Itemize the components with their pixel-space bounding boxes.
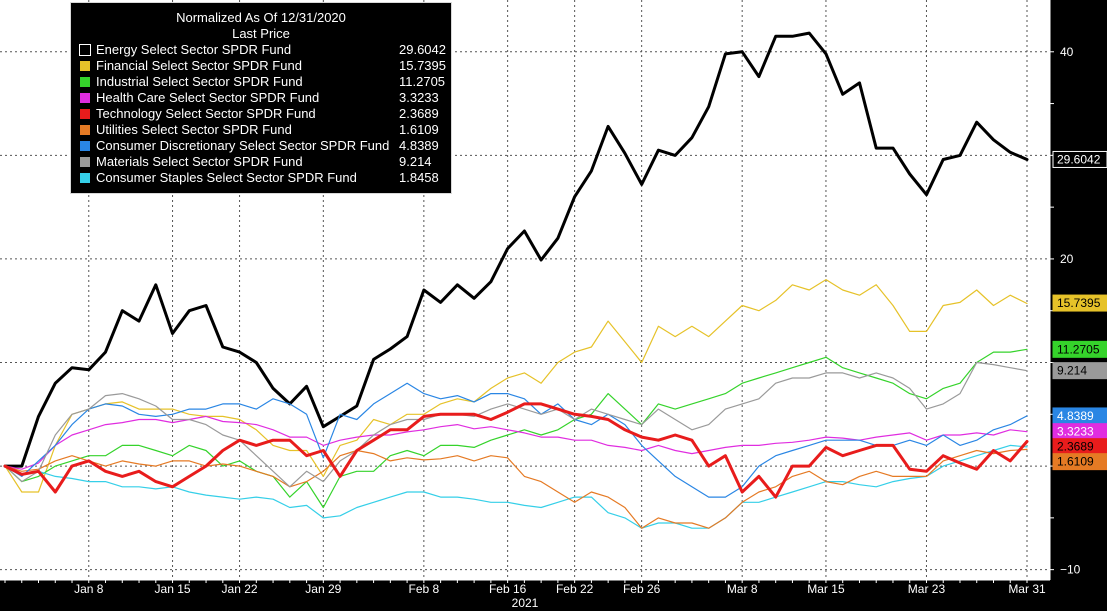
legend-item-value: 4.8389	[399, 138, 439, 153]
x-tick-label: Mar 23	[908, 582, 946, 596]
x-tick-label: Feb 8	[409, 582, 440, 596]
badge-box	[1052, 340, 1107, 358]
x-tick-label: Jan 15	[155, 582, 191, 596]
legend: Normalized As Of 12/31/2020 Last Price E…	[70, 2, 452, 194]
badge-label: 4.8389	[1057, 409, 1094, 423]
badge-label: 3.3233	[1057, 425, 1094, 439]
legend-swatch	[80, 125, 90, 135]
legend-swatch	[80, 109, 90, 119]
end-value-badge: 1.6109	[1052, 453, 1107, 471]
legend-item-value: 3.3233	[399, 90, 439, 105]
series-line	[4, 382, 1028, 498]
badge-box	[1052, 150, 1107, 168]
badge-label: 9.214	[1057, 364, 1087, 378]
legend-subtitle: Last Price	[232, 26, 290, 41]
legend-item-value: 1.6109	[399, 122, 439, 137]
legend-swatch	[80, 93, 90, 103]
x-tick-label: Mar 15	[807, 582, 845, 596]
legend-swatch	[80, 173, 90, 183]
y-tick-label: 40	[1060, 45, 1074, 59]
badge-label: 11.2705	[1057, 342, 1100, 356]
x-tick-label: Mar 8	[727, 582, 758, 596]
series-line	[4, 279, 1028, 493]
end-value-badge: 2.3689	[1052, 438, 1107, 456]
end-value-badge: 15.7395	[1052, 294, 1107, 312]
x-tick-label: Feb 16	[489, 582, 527, 596]
legend-item: Industrial Select Sector SPDR Fund 11.27…	[80, 74, 445, 90]
series-line	[4, 444, 1028, 529]
legend-item-value: 15.7395	[399, 58, 446, 73]
end-value-badge: 4.8389	[1052, 407, 1107, 425]
badge-box	[1052, 294, 1107, 312]
legend-swatch	[79, 44, 91, 56]
series-line	[4, 348, 1028, 509]
legend-item: Utilities Select Sector SPDR Fund 1.6109	[80, 122, 445, 138]
x-tick-label: Jan 29	[305, 582, 341, 596]
legend-item: Consumer Discretionary Select Sector SPD…	[80, 138, 445, 154]
legend-item: Technology Select Sector SPDR Fund 2.368…	[80, 106, 445, 122]
badge-label: 29.6042	[1057, 152, 1101, 166]
series-line	[4, 448, 1028, 529]
series-group	[3, 31, 1029, 529]
legend-item-name: Energy Select Sector SPDR Fund	[96, 42, 292, 57]
legend-swatch	[80, 77, 90, 87]
legend-item: Health Care Select Sector SPDR Fund 3.32…	[80, 90, 445, 106]
legend-title: Normalized As Of 12/31/2020	[176, 10, 346, 25]
x-tick-label: Jan 8	[74, 582, 104, 596]
x-tick-label: Jan 22	[222, 582, 258, 596]
legend-item-value: 9.214	[399, 154, 432, 169]
legend-item-name: Industrial Select Sector SPDR Fund	[96, 74, 303, 89]
series-line	[3, 31, 1029, 468]
legend-item-value: 1.8458	[399, 170, 439, 185]
legend-item-value: 2.3689	[399, 106, 439, 121]
y-tick-label: 20	[1060, 252, 1074, 266]
legend-swatch	[80, 141, 90, 151]
end-value-badge: 9.214	[1052, 362, 1107, 380]
legend-item-name: Health Care Select Sector SPDR Fund	[96, 90, 320, 105]
legend-item-value: 29.6042	[399, 42, 446, 57]
legend-item: Energy Select Sector SPDR Fund 29.6042	[79, 42, 446, 58]
x-tick-label: Mar 31	[1008, 582, 1046, 596]
legend-item-name: Technology Select Sector SPDR Fund	[96, 106, 316, 121]
badge-box	[1052, 453, 1107, 471]
x-tick-label: Feb 22	[556, 582, 594, 596]
badge-label: 2.3689	[1057, 440, 1094, 454]
badge-box	[1052, 362, 1107, 380]
x-tick-label: Feb 26	[623, 582, 661, 596]
badge-label: 15.7395	[1057, 296, 1101, 310]
legend-item-name: Materials Select Sector SPDR Fund	[96, 154, 303, 169]
x-axis-label: 2021	[512, 596, 539, 610]
legend-item: Financial Select Sector SPDR Fund 15.739…	[80, 58, 446, 74]
legend-swatch	[80, 61, 90, 71]
legend-item-value: 11.2705	[399, 74, 446, 89]
end-value-badges: 29.6042 15.7395 11.2705 9.214 4.8389 3.32332.…	[1052, 150, 1107, 471]
legend-item: Materials Select Sector SPDR Fund 9.214	[80, 154, 445, 170]
badge-label: 1.6109	[1057, 455, 1094, 469]
legend-item-name: Financial Select Sector SPDR Fund	[96, 58, 302, 73]
legend-item-name: Consumer Staples Select Sector SPDR Fund	[96, 170, 357, 185]
legend-item-name: Utilities Select Sector SPDR Fund	[96, 122, 292, 137]
end-value-badge: 11.2705	[1052, 340, 1107, 358]
series-line	[3, 402, 1029, 499]
legend-item-name: Consumer Discretionary Select Sector SPD…	[96, 138, 390, 153]
end-value-badge: 3.3233	[1052, 423, 1107, 441]
y-tick-label: −10	[1060, 563, 1081, 577]
end-value-badge: 29.6042	[1052, 150, 1107, 168]
legend-item: Consumer Staples Select Sector SPDR Fund…	[80, 170, 445, 186]
legend-swatch	[80, 157, 90, 167]
